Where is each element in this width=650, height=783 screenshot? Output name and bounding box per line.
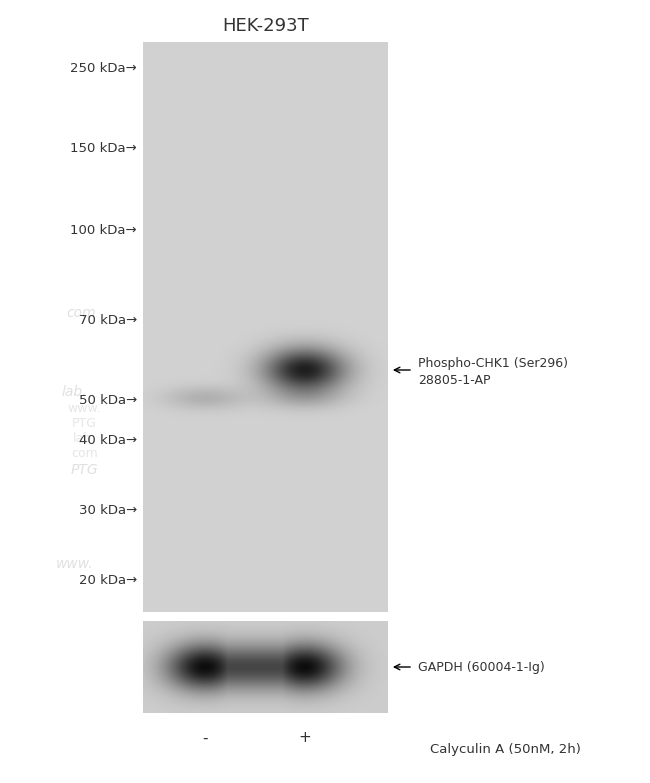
Text: 40 kDa→: 40 kDa→ — [79, 434, 137, 446]
Text: 150 kDa→: 150 kDa→ — [70, 142, 137, 154]
Text: 20 kDa→: 20 kDa→ — [79, 573, 137, 586]
Text: -: - — [202, 731, 208, 745]
Text: GAPDH (60004-1-Ig): GAPDH (60004-1-Ig) — [418, 661, 545, 673]
Text: 100 kDa→: 100 kDa→ — [70, 223, 137, 236]
Text: www.
PTG
lab.
com: www. PTG lab. com — [68, 402, 101, 460]
Text: Phospho-CHK1 (Ser296): Phospho-CHK1 (Ser296) — [418, 358, 568, 370]
Text: 50 kDa→: 50 kDa→ — [79, 394, 137, 406]
Text: PTG: PTG — [71, 463, 98, 477]
Text: +: + — [298, 731, 311, 745]
Text: 30 kDa→: 30 kDa→ — [79, 503, 137, 517]
Text: 250 kDa→: 250 kDa→ — [70, 62, 137, 74]
Text: 28805-1-AP: 28805-1-AP — [418, 373, 491, 387]
Text: www.: www. — [56, 557, 94, 571]
Text: com: com — [66, 306, 96, 320]
Text: HEK-293T: HEK-293T — [222, 17, 309, 35]
Text: 70 kDa→: 70 kDa→ — [79, 313, 137, 327]
Text: Calyculin A (50nM, 2h): Calyculin A (50nM, 2h) — [430, 744, 581, 756]
Text: lab.: lab. — [62, 384, 88, 399]
